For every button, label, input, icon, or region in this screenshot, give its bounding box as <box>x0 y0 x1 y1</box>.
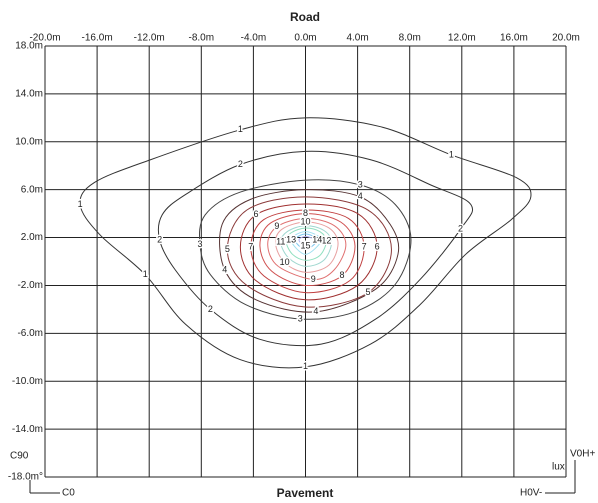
contour-label: 5 <box>366 287 371 297</box>
contour-label: 13 <box>286 234 296 244</box>
y-tick-label: -14.0m <box>12 424 43 435</box>
contour-label: 5 <box>225 244 230 254</box>
contour-label: 9 <box>274 221 279 231</box>
contour-label: 11 <box>276 237 285 247</box>
contour-line <box>290 231 322 255</box>
contour-line <box>219 189 400 313</box>
y-tick-label: 6.0m <box>21 184 43 195</box>
contour-label: 7 <box>362 242 367 252</box>
contour-line <box>259 213 356 287</box>
contour-label: 2 <box>238 159 243 169</box>
corner-label: C0 <box>62 488 75 499</box>
contour-label: 2 <box>208 304 213 314</box>
contour-line <box>157 150 474 347</box>
x-axis-label: Pavement <box>277 486 334 500</box>
y-tick-label: -2.0m <box>17 280 43 291</box>
contour-label: 12 <box>321 236 331 246</box>
y-tick-label: -10.0m <box>12 376 43 387</box>
corner-label: V0H+ <box>570 449 595 460</box>
x-tick-label: 20.0m <box>552 33 580 44</box>
contour-label: 2 <box>157 234 162 244</box>
x-tick-label: 0.0m <box>294 33 316 44</box>
contour-label: 10 <box>280 257 290 267</box>
contour-line <box>250 209 365 294</box>
contour-line <box>294 233 318 251</box>
contour-label: 2 <box>458 224 463 234</box>
y-tick-label: 2.0m <box>21 232 43 243</box>
contour-label: 4 <box>358 191 363 201</box>
contour-line <box>198 179 412 320</box>
x-tick-label: -20.0m <box>29 33 60 44</box>
y-tick-label: 14.0m <box>15 89 43 100</box>
corner-label: lux <box>552 462 565 473</box>
x-tick-label: 8.0m <box>399 33 421 44</box>
contour-line <box>239 203 378 301</box>
x-tick-label: -12.0m <box>134 33 165 44</box>
contour-label: 3 <box>358 179 363 189</box>
x-tick-label: 12.0m <box>448 33 476 44</box>
contour-label: 9 <box>311 274 316 284</box>
y-tick-label: 18.0m <box>15 41 43 52</box>
y-tick-label: 10.0m <box>15 136 43 147</box>
x-tick-label: -4.0m <box>241 33 267 44</box>
contour-label: 6 <box>375 242 380 252</box>
contour-label: 1 <box>143 269 148 279</box>
contour-line <box>274 221 339 273</box>
contour-line <box>226 196 392 308</box>
contour-line <box>267 217 347 280</box>
x-tick-label: 4.0m <box>346 33 368 44</box>
contour-label: 14 <box>312 234 322 244</box>
contour-line <box>280 225 333 267</box>
contour-label: 3 <box>197 239 202 249</box>
corner-label: C90 <box>10 451 29 462</box>
contour-label: 7 <box>248 242 253 252</box>
y-tick-label: -6.0m <box>17 328 43 339</box>
contour-line <box>285 227 327 261</box>
contour-label: 8 <box>303 208 308 218</box>
contour-label: 3 <box>298 313 303 323</box>
y-tick-label: -18.0m° <box>8 472 43 483</box>
contour-line <box>79 117 532 369</box>
contour-label: 1 <box>449 149 454 159</box>
contour-label: 15 <box>300 240 310 250</box>
contour-label: 10 <box>300 216 310 226</box>
contour-label: 6 <box>253 209 258 219</box>
contour-label: 1 <box>238 124 243 134</box>
chart-title: Road <box>290 10 320 24</box>
contour-line <box>298 235 314 247</box>
x-tick-label: 16.0m <box>500 33 528 44</box>
x-tick-label: -8.0m <box>189 33 215 44</box>
x-tick-label: -16.0m <box>82 33 113 44</box>
contour-label: 4 <box>222 264 227 274</box>
contour-label: 8 <box>339 270 344 280</box>
contour-label: 4 <box>313 306 318 316</box>
contour-label: 1 <box>303 361 308 371</box>
corner-label: H0V- <box>520 488 542 499</box>
contour-label: 1 <box>78 199 83 209</box>
